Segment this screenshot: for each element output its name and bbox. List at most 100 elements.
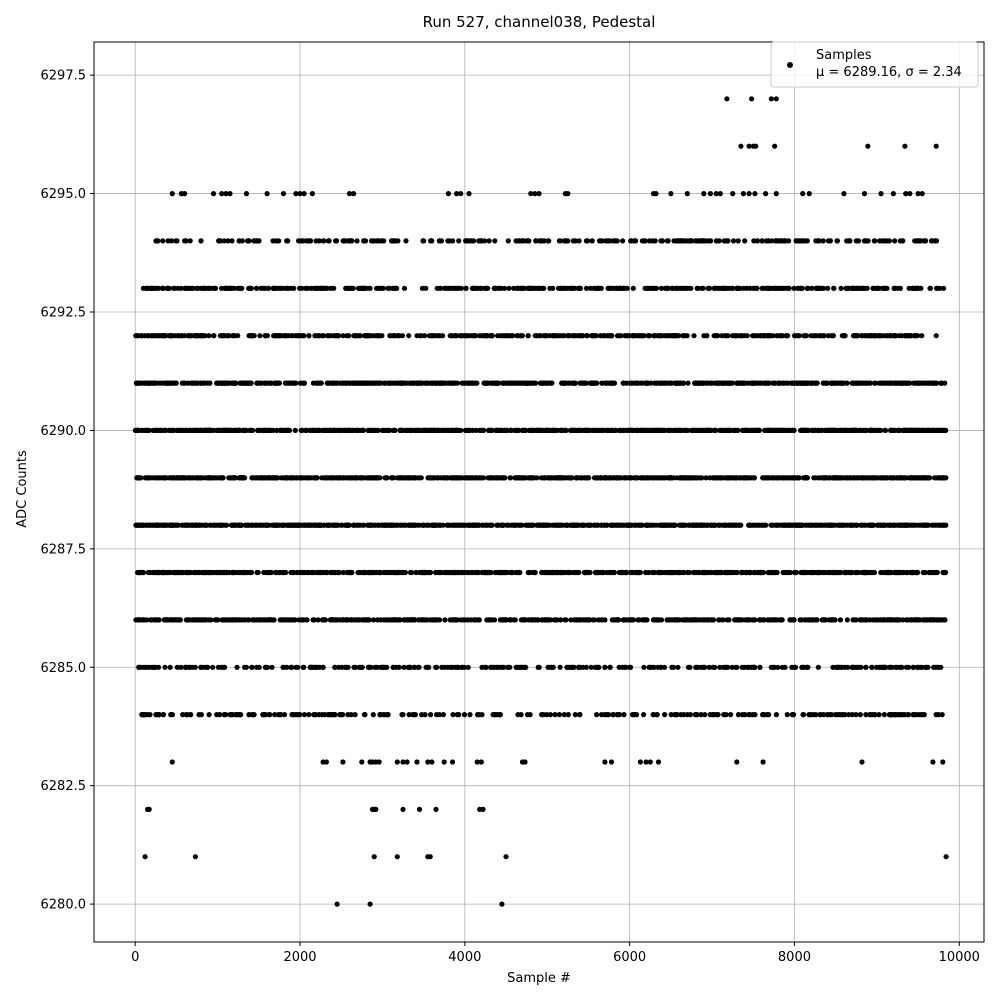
data-point: [506, 285, 512, 291]
data-point: [738, 143, 744, 149]
data-point: [382, 380, 388, 386]
data-point: [323, 475, 329, 481]
data-point: [382, 475, 389, 481]
data-point: [587, 569, 593, 576]
data-point: [429, 238, 435, 244]
data-point: [475, 569, 482, 576]
data-point: [413, 380, 419, 386]
data-point: [656, 475, 663, 481]
data-point: [421, 427, 427, 433]
data-point: [458, 285, 464, 291]
data-point: [272, 475, 278, 481]
data-point: [486, 427, 492, 433]
data-point: [744, 333, 750, 339]
data-point: [524, 238, 530, 244]
data-point: [587, 285, 594, 291]
data-point: [445, 475, 451, 481]
data-point: [343, 380, 349, 386]
data-point: [216, 427, 222, 433]
data-point: [249, 475, 255, 481]
data-point: [620, 238, 626, 244]
data-point: [236, 427, 242, 433]
data-point: [525, 522, 531, 528]
data-point: [569, 427, 575, 433]
data-point: [829, 522, 835, 528]
data-point: [694, 285, 700, 291]
data-point: [559, 475, 565, 481]
data-point: [926, 427, 932, 433]
data-point: [313, 285, 319, 291]
data-point: [903, 191, 909, 197]
data-point: [395, 333, 402, 339]
data-point: [607, 238, 613, 244]
data-point: [153, 427, 159, 433]
data-point: [859, 333, 865, 339]
data-point: [720, 380, 726, 386]
data-point: [614, 333, 621, 339]
data-point: [871, 238, 877, 244]
data-point: [650, 427, 656, 433]
data-point: [580, 427, 586, 433]
data-point: [436, 427, 442, 433]
data-point: [883, 475, 889, 481]
data-point: [257, 380, 263, 386]
data-point: [929, 238, 935, 244]
data-point: [797, 522, 803, 528]
data-point: [897, 238, 903, 244]
data-point: [708, 238, 714, 244]
data-point: [318, 522, 324, 528]
data-point: [272, 285, 278, 291]
data-point: [766, 427, 773, 433]
data-point: [808, 333, 814, 339]
data-point: [622, 333, 628, 339]
data-point: [469, 333, 475, 339]
data-point: [746, 143, 752, 149]
data-point: [707, 285, 713, 291]
data-point: [752, 191, 758, 197]
data-point: [590, 333, 596, 339]
data-point: [211, 333, 217, 339]
data-point: [703, 427, 709, 433]
data-point: [534, 427, 540, 433]
data-point: [711, 285, 718, 291]
data-point: [498, 475, 504, 481]
data-point: [917, 522, 923, 528]
data-point: [809, 522, 815, 528]
data-point: [489, 522, 495, 528]
data-point: [365, 333, 371, 339]
data-point: [466, 191, 472, 197]
data-point: [296, 238, 302, 244]
data-point: [449, 333, 455, 339]
data-point: [856, 427, 863, 433]
data-point: [815, 285, 821, 291]
data-point: [900, 427, 906, 433]
data-point: [277, 333, 283, 339]
data-point: [908, 333, 914, 339]
data-point: [482, 569, 488, 576]
data-point: [747, 522, 753, 528]
data-point: [325, 333, 331, 339]
data-point: [289, 475, 295, 481]
data-point: [658, 333, 665, 339]
data-point: [859, 285, 865, 291]
data-point: [905, 380, 911, 386]
data-point: [531, 380, 537, 386]
data-point: [759, 285, 765, 291]
data-point: [509, 569, 515, 576]
data-point: [602, 380, 609, 386]
data-point: [738, 475, 744, 481]
data-point: [758, 569, 764, 576]
data-point: [399, 333, 405, 339]
data-point: [595, 285, 601, 291]
data-point: [136, 427, 142, 433]
data-point: [850, 427, 856, 433]
data-point: [903, 333, 910, 339]
data-point: [217, 333, 223, 339]
data-point: [202, 333, 208, 339]
data-point: [692, 380, 698, 386]
data-point: [358, 285, 364, 291]
data-point: [243, 522, 249, 528]
data-point: [572, 238, 578, 244]
data-point: [534, 333, 540, 339]
